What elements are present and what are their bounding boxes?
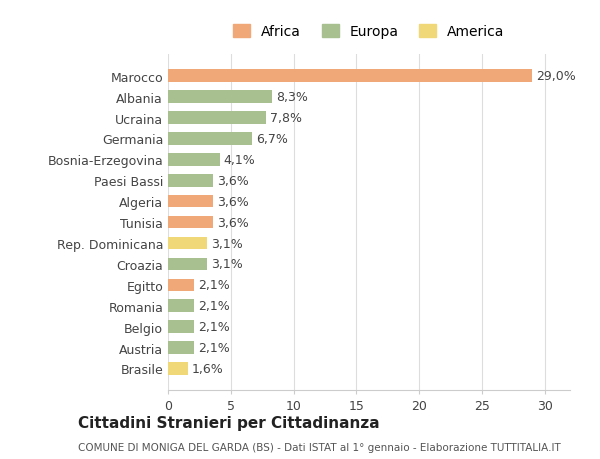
- Bar: [168, 196, 213, 208]
- Text: 2,1%: 2,1%: [198, 300, 230, 313]
- Bar: [168, 363, 188, 375]
- Text: 29,0%: 29,0%: [536, 70, 576, 83]
- Text: 3,6%: 3,6%: [217, 216, 249, 229]
- Text: 2,1%: 2,1%: [198, 320, 230, 333]
- Bar: [168, 237, 207, 250]
- Text: COMUNE DI MONIGA DEL GARDA (BS) - Dati ISTAT al 1° gennaio - Elaborazione TUTTIT: COMUNE DI MONIGA DEL GARDA (BS) - Dati I…: [78, 442, 561, 452]
- Text: 6,7%: 6,7%: [256, 133, 288, 146]
- Bar: [168, 300, 194, 312]
- Bar: [168, 341, 194, 354]
- Text: 2,1%: 2,1%: [198, 341, 230, 354]
- Text: 3,1%: 3,1%: [211, 258, 242, 271]
- Bar: [168, 154, 220, 166]
- Bar: [168, 216, 213, 229]
- Text: 3,1%: 3,1%: [211, 237, 242, 250]
- Text: 2,1%: 2,1%: [198, 279, 230, 291]
- Text: 4,1%: 4,1%: [223, 154, 255, 167]
- Legend: Africa, Europa, America: Africa, Europa, America: [226, 18, 512, 46]
- Bar: [168, 279, 194, 291]
- Text: Cittadini Stranieri per Cittadinanza: Cittadini Stranieri per Cittadinanza: [78, 415, 380, 430]
- Text: 3,6%: 3,6%: [217, 174, 249, 187]
- Bar: [168, 258, 207, 271]
- Bar: [168, 321, 194, 333]
- Bar: [168, 70, 532, 83]
- Text: 3,6%: 3,6%: [217, 195, 249, 208]
- Text: 7,8%: 7,8%: [270, 112, 302, 125]
- Bar: [168, 91, 272, 104]
- Bar: [168, 112, 266, 124]
- Text: 1,6%: 1,6%: [192, 362, 224, 375]
- Bar: [168, 133, 252, 146]
- Bar: [168, 174, 213, 187]
- Text: 8,3%: 8,3%: [276, 91, 308, 104]
